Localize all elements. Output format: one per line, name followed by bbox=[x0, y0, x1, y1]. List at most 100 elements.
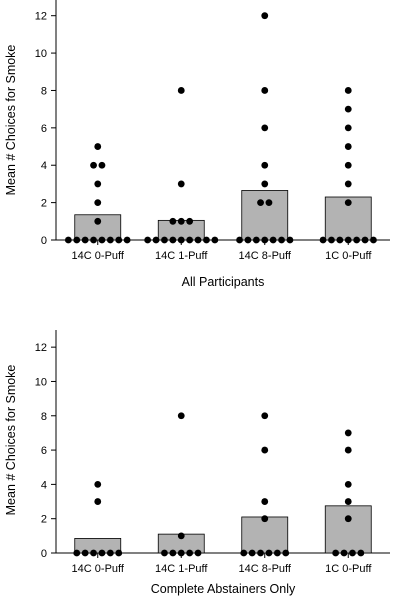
panel-1-point-2-0-7 bbox=[194, 236, 202, 244]
panel-1-point-2-0-2 bbox=[152, 236, 160, 244]
panel-2-point-3-2-1 bbox=[261, 515, 269, 523]
panel-2-point-3-0-3 bbox=[257, 549, 264, 557]
panel-1-point-2-0-8 bbox=[203, 236, 210, 244]
panel-1-point-1-4-2 bbox=[98, 161, 106, 169]
panel-2-bar-1 bbox=[74, 538, 122, 554]
panel-1-y-tick-label-0: 0 bbox=[41, 235, 47, 247]
panel-1-point-2-0-3 bbox=[161, 236, 168, 244]
panel-2-point-3-0-2 bbox=[248, 549, 256, 557]
panel-2-x-tick-label-4: 1C 0-Puff bbox=[325, 563, 372, 575]
panel-1-point-4-0-3 bbox=[336, 236, 344, 244]
panel-1-point-3-6-1 bbox=[261, 124, 269, 132]
panel-1-point-1-2-1 bbox=[94, 199, 102, 207]
panel-2-point-3-0-6 bbox=[282, 549, 290, 557]
panel-2-point-2-0-2 bbox=[169, 549, 177, 557]
panel-1-y-tick-label-6: 6 bbox=[41, 123, 47, 135]
panel-1-point-4-0-4 bbox=[344, 236, 352, 244]
panel-1-point-2-0-1 bbox=[144, 236, 152, 244]
panel-1-x-tick-label-3: 14C 8-Puff bbox=[239, 250, 292, 262]
panel-1-point-2-0-9 bbox=[211, 236, 219, 244]
panel-2-point-1-0-1 bbox=[73, 549, 81, 557]
panel-2-point-4-3-1 bbox=[344, 498, 352, 505]
panel-2-point-2-0-1 bbox=[161, 549, 168, 557]
panel-2-point-1-3-1 bbox=[94, 498, 102, 505]
panel-2-point-4-0-4 bbox=[357, 549, 365, 557]
panel-1-point-4-0-6 bbox=[361, 236, 369, 244]
panel-2-point-2-0-3 bbox=[177, 549, 185, 557]
panel-1-point-4-5-1 bbox=[344, 143, 352, 150]
panel-2-y-tick-label-10: 10 bbox=[35, 376, 47, 388]
panel-2-point-1-0-2 bbox=[81, 549, 89, 557]
panel-1-point-4-7-1 bbox=[344, 105, 352, 113]
panel-1-point-1-1-1 bbox=[94, 217, 102, 225]
panel-1-point-3-0-5 bbox=[269, 236, 277, 244]
panel-1-point-1-3-1 bbox=[94, 180, 102, 188]
panel-1-point-2-3-1 bbox=[177, 180, 185, 188]
panel-1-point-1-0-4 bbox=[90, 236, 97, 244]
panel-2-point-3-6-1 bbox=[261, 446, 269, 454]
panel-1-y-tick-label-12: 12 bbox=[35, 11, 47, 23]
panel-2-point-2-1-1 bbox=[177, 532, 185, 540]
panel-2-point-1-0-3 bbox=[90, 549, 97, 557]
panel-2-point-4-7-1 bbox=[344, 429, 352, 437]
panel-1-point-2-1-1 bbox=[169, 217, 177, 225]
panel-2-point-3-0-5 bbox=[273, 549, 281, 557]
panel-2-x-tick-label-3: 14C 8-Puff bbox=[239, 563, 292, 575]
panel-2-bar-4 bbox=[324, 505, 372, 554]
panel-2-point-2-0-5 bbox=[194, 549, 202, 557]
panel-1-point-2-1-3 bbox=[186, 217, 194, 225]
panel-1-point-1-0-1 bbox=[64, 236, 72, 244]
panel-1-point-4-0-2 bbox=[328, 236, 335, 244]
panel-2-point-2-8-1 bbox=[177, 412, 185, 420]
panel-1-point-3-4-1 bbox=[261, 161, 269, 169]
panel-1-point-3-0-3 bbox=[252, 236, 260, 244]
panel-1-point-3-8-1 bbox=[261, 87, 269, 94]
panel-1-point-3-0-1 bbox=[236, 236, 243, 244]
panel-2-x-tick-label-1: 14C 0-Puff bbox=[72, 563, 125, 575]
panel-1-point-4-6-1 bbox=[344, 124, 352, 132]
panel-2-point-4-0-3 bbox=[349, 549, 356, 557]
panel-1-point-4-8-1 bbox=[344, 87, 352, 94]
panel-1-point-4-3-1 bbox=[344, 180, 352, 188]
panel-2-point-1-0-4 bbox=[98, 549, 106, 557]
panel-2-point-3-8-1 bbox=[261, 412, 269, 420]
panel-2-point-4-6-1 bbox=[344, 446, 352, 454]
panel-2-point-1-4-1 bbox=[94, 480, 102, 488]
panel-2-point-4-2-1 bbox=[344, 515, 352, 523]
panel-2-point-3-0-4 bbox=[265, 549, 273, 557]
panel-1-x-tick-label-1: 14C 0-Puff bbox=[72, 250, 125, 262]
panel-2-y-axis-title: Mean # Choices for Smoke bbox=[4, 365, 18, 516]
panel-2-y-tick-label-0: 0 bbox=[41, 548, 47, 560]
panel-1-point-1-0-3 bbox=[81, 236, 89, 244]
panel-1-y-tick-label-2: 2 bbox=[41, 198, 47, 210]
panel-2-y-tick-label-12: 12 bbox=[35, 342, 47, 354]
panel-1-y-tick-label-10: 10 bbox=[35, 48, 47, 60]
panel-1-point-1-4-1 bbox=[90, 161, 97, 169]
panel-1-point-3-0-4 bbox=[261, 236, 269, 244]
panel-2-point-1-0-5 bbox=[106, 549, 114, 557]
panel-2-bar-3 bbox=[241, 516, 289, 554]
panel-1-bar-3 bbox=[241, 190, 289, 241]
panel-2-y-tick-label-6: 6 bbox=[41, 445, 47, 457]
panel-2-point-4-0-1 bbox=[332, 549, 340, 557]
panel-2-y-tick-label-8: 8 bbox=[41, 411, 47, 423]
panel-1-point-3-0-6 bbox=[278, 236, 285, 244]
panel-2-point-2-0-4 bbox=[186, 549, 194, 557]
panel-1-x-tick-label-2: 14C 1-Puff bbox=[155, 250, 208, 262]
panel-2-point-3-0-1 bbox=[240, 549, 248, 557]
panel-1-point-1-0-5 bbox=[98, 236, 106, 244]
panel-2-point-1-0-6 bbox=[115, 549, 123, 557]
panel-2-x-tick-label-2: 14C 1-Puff bbox=[155, 563, 208, 575]
panel-1-point-4-0-7 bbox=[370, 236, 377, 244]
panel-1-point-3-12-1 bbox=[261, 12, 269, 20]
panel-1-point-4-0-1 bbox=[319, 236, 327, 244]
panel-1-point-2-0-5 bbox=[177, 236, 185, 244]
panel-2-point-4-4-1 bbox=[344, 480, 352, 488]
panel-1-point-3-0-7 bbox=[286, 236, 294, 244]
panel-1-y-axis-title: Mean # Choices for Smoke bbox=[4, 45, 18, 196]
panel-1-point-1-0-6 bbox=[106, 236, 114, 244]
panel-1-point-1-0-7 bbox=[115, 236, 123, 244]
panel-1-point-3-2-1 bbox=[257, 199, 264, 207]
panel-1-x-axis-title: All Participants bbox=[182, 275, 265, 289]
